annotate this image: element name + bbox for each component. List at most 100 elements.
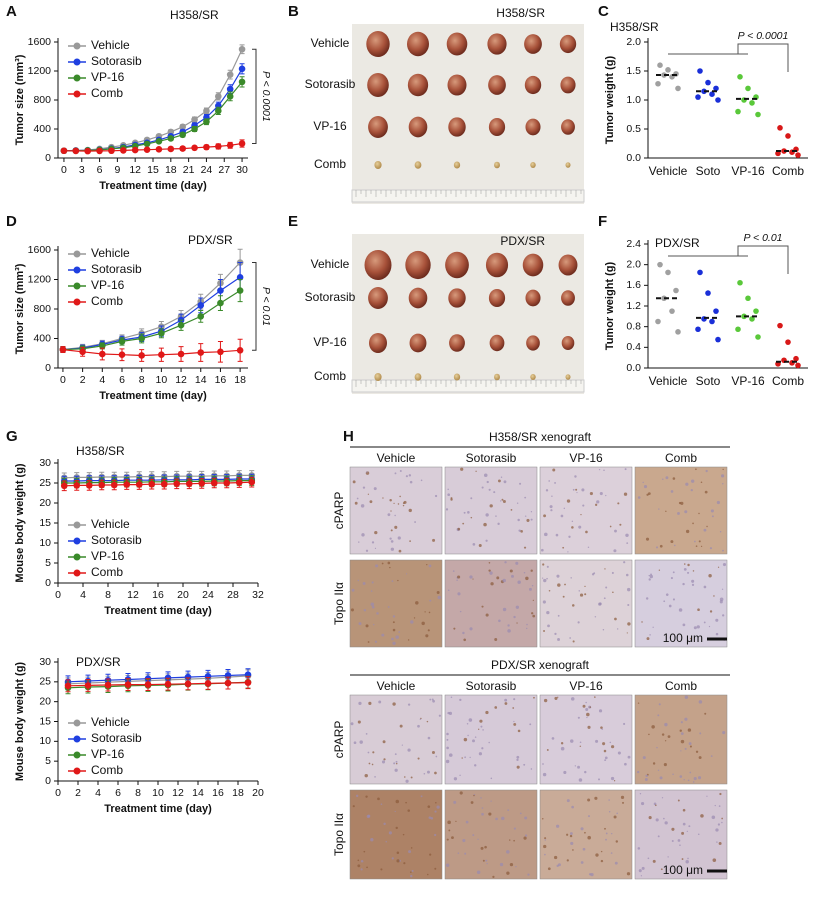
cell <box>587 546 590 548</box>
cell <box>524 496 527 499</box>
cell <box>604 759 607 762</box>
data-point <box>217 348 224 356</box>
cell <box>648 816 652 820</box>
tumor <box>524 75 542 95</box>
data-point <box>184 680 192 688</box>
data-point <box>60 147 68 155</box>
cell <box>721 588 724 590</box>
cell <box>585 707 589 711</box>
cell <box>648 578 651 581</box>
data-point <box>143 146 151 153</box>
cell <box>580 827 584 831</box>
histology-image <box>539 466 633 555</box>
cell <box>373 487 377 491</box>
cell <box>396 859 400 863</box>
cell <box>680 732 684 735</box>
cell <box>722 468 724 471</box>
cell <box>649 574 653 579</box>
tumor <box>494 373 500 381</box>
cell <box>711 815 716 820</box>
cell <box>620 795 625 800</box>
cell <box>591 573 595 576</box>
cell <box>507 629 511 633</box>
cell <box>517 729 521 733</box>
cell <box>474 736 477 738</box>
cell <box>646 637 650 641</box>
cell <box>721 821 723 824</box>
photo-background <box>352 24 584 204</box>
cell <box>473 794 475 797</box>
cell <box>466 723 469 725</box>
cell <box>392 628 396 632</box>
cell <box>708 625 711 628</box>
legend-label: Vehicle <box>91 246 130 260</box>
cell <box>554 481 556 484</box>
cell <box>641 621 643 623</box>
y-tick-label: 1600 <box>28 244 52 256</box>
x-tick-label: 18 <box>232 787 244 799</box>
cell <box>464 852 467 855</box>
cell <box>600 850 603 853</box>
cell <box>393 502 395 505</box>
x-tick-label: 16 <box>152 589 164 601</box>
y-tick-label: 0.0 <box>626 362 641 374</box>
legend-label: Vehicle <box>91 517 130 531</box>
tumor <box>565 162 571 168</box>
cell <box>672 773 674 775</box>
cell <box>446 746 449 750</box>
cell <box>683 568 687 571</box>
cell <box>695 545 698 547</box>
data-point <box>215 143 222 150</box>
y-tick-label: 15 <box>39 715 51 727</box>
cell <box>430 816 434 820</box>
cell <box>377 797 380 801</box>
data-point <box>167 145 175 153</box>
cell <box>610 745 615 749</box>
cell <box>447 711 450 715</box>
cell <box>357 579 360 582</box>
cell <box>518 529 521 532</box>
cell <box>582 504 585 507</box>
data-point <box>793 355 799 362</box>
cell <box>490 582 494 586</box>
cell <box>580 513 582 516</box>
y-tick-label: 30 <box>39 457 51 469</box>
cell <box>544 837 547 840</box>
cell <box>488 561 491 564</box>
cell <box>396 851 400 855</box>
cell <box>395 762 398 765</box>
panel-letter: D <box>6 213 17 230</box>
cell <box>722 483 724 485</box>
cell <box>394 525 398 529</box>
y-tick-label: 0 <box>45 775 51 787</box>
cell <box>679 729 682 732</box>
cell <box>687 728 692 732</box>
x-tick-label: Comb <box>772 374 804 388</box>
cell <box>647 857 650 860</box>
row-label: Topo IIα <box>332 582 346 625</box>
cell <box>584 585 586 588</box>
cell <box>639 793 642 795</box>
legend-marker <box>73 719 81 727</box>
cell <box>353 741 357 745</box>
tumor <box>488 75 506 95</box>
x-tick-label: 14 <box>195 374 207 386</box>
tumor <box>367 73 389 97</box>
cell <box>435 802 437 804</box>
histology-image <box>634 694 728 785</box>
cell <box>475 470 477 472</box>
cell <box>532 614 536 618</box>
cell <box>410 847 413 849</box>
data-point <box>204 680 212 687</box>
cell <box>376 612 379 615</box>
cell <box>678 501 682 505</box>
cell <box>488 741 490 744</box>
cell <box>681 831 685 835</box>
cell <box>577 716 580 719</box>
cell <box>717 566 720 568</box>
cell <box>605 494 607 497</box>
cell <box>530 569 533 572</box>
cell <box>670 540 674 544</box>
legend-label: VP-16 <box>91 549 125 563</box>
cell <box>417 757 420 760</box>
